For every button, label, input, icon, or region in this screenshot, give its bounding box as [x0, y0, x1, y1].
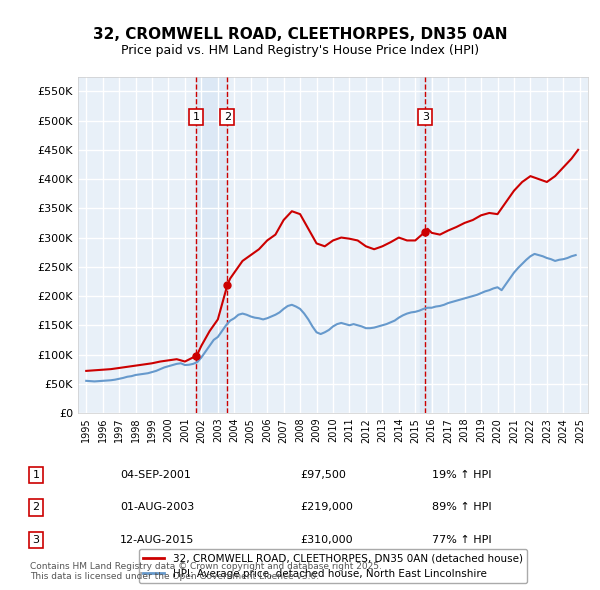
Legend: 32, CROMWELL ROAD, CLEETHORPES, DN35 0AN (detached house), HPI: Average price, d: 32, CROMWELL ROAD, CLEETHORPES, DN35 0AN…: [139, 549, 527, 583]
Text: 2: 2: [224, 112, 231, 122]
Text: 2: 2: [32, 503, 40, 512]
Text: 3: 3: [32, 535, 40, 545]
Text: £97,500: £97,500: [300, 470, 346, 480]
Text: 77% ↑ HPI: 77% ↑ HPI: [432, 535, 491, 545]
Text: 04-SEP-2001: 04-SEP-2001: [120, 470, 191, 480]
Bar: [421, 77, 430, 413]
Text: 3: 3: [422, 112, 429, 122]
Text: £310,000: £310,000: [300, 535, 353, 545]
Text: £219,000: £219,000: [300, 503, 353, 512]
Text: 01-AUG-2003: 01-AUG-2003: [120, 503, 194, 512]
Text: 19% ↑ HPI: 19% ↑ HPI: [432, 470, 491, 480]
Text: 1: 1: [193, 112, 199, 122]
Text: 89% ↑ HPI: 89% ↑ HPI: [432, 503, 491, 512]
Text: 12-AUG-2015: 12-AUG-2015: [120, 535, 194, 545]
Bar: [196, 77, 227, 413]
Text: Price paid vs. HM Land Registry's House Price Index (HPI): Price paid vs. HM Land Registry's House …: [121, 44, 479, 57]
Text: 1: 1: [32, 470, 40, 480]
Text: 32, CROMWELL ROAD, CLEETHORPES, DN35 0AN: 32, CROMWELL ROAD, CLEETHORPES, DN35 0AN: [93, 27, 507, 41]
Text: Contains HM Land Registry data © Crown copyright and database right 2025.
This d: Contains HM Land Registry data © Crown c…: [30, 562, 382, 581]
